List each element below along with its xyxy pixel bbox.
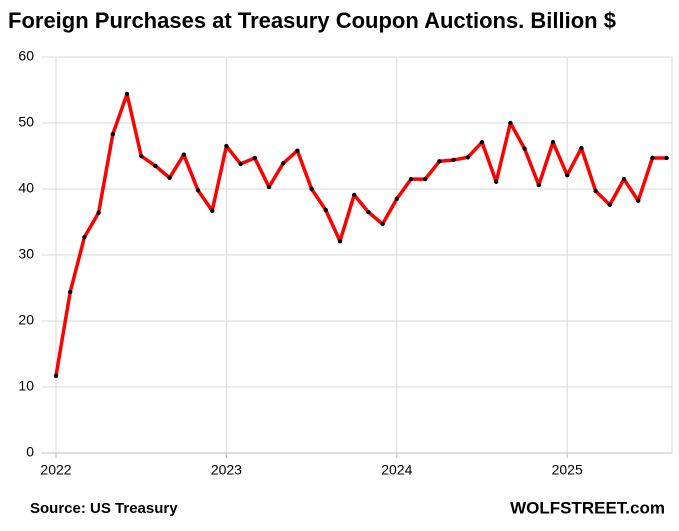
- point-marker: [153, 163, 158, 169]
- point-marker: [96, 210, 101, 215]
- y-tick-label: 10: [18, 378, 34, 394]
- point-marker: [423, 176, 428, 182]
- y-tick-label: 20: [18, 312, 34, 328]
- x-tick-label: 2024: [381, 462, 412, 478]
- point-marker: [323, 207, 328, 213]
- x-tick-label: 2022: [40, 462, 71, 478]
- point-marker: [494, 179, 499, 184]
- point-marker: [252, 155, 257, 161]
- point-marker: [210, 208, 215, 213]
- point-marker: [181, 152, 186, 157]
- point-marker: [53, 373, 59, 378]
- y-tick-label: 50: [18, 114, 34, 130]
- point-marker: [352, 192, 357, 198]
- point-marker: [536, 182, 541, 188]
- point-marker: [664, 155, 669, 161]
- point-marker: [650, 155, 655, 161]
- point-marker: [408, 176, 414, 182]
- point-marker: [195, 188, 201, 193]
- y-tick-label: 40: [18, 180, 34, 196]
- point-marker: [68, 289, 73, 295]
- point-marker: [508, 120, 513, 126]
- point-marker: [522, 146, 527, 151]
- point-marker: [451, 157, 456, 163]
- series-line: [54, 92, 667, 377]
- point-marker: [167, 175, 172, 180]
- point-marker: [238, 161, 243, 167]
- point-marker: [579, 145, 584, 151]
- point-marker: [565, 172, 570, 178]
- credit: WOLFSTREET.com: [510, 498, 665, 517]
- point-marker: [110, 132, 116, 137]
- point-marker: [550, 139, 556, 145]
- point-marker: [124, 91, 130, 97]
- y-tick-label: 30: [18, 246, 34, 262]
- point-marker: [636, 198, 641, 204]
- point-marker: [380, 221, 385, 227]
- point-marker: [593, 188, 598, 194]
- point-marker: [337, 238, 343, 244]
- point-marker: [309, 186, 314, 192]
- source: Source: US Treasury: [30, 500, 178, 517]
- point-marker: [82, 234, 87, 240]
- point-marker: [465, 155, 470, 160]
- x-tick-label: 2025: [552, 462, 583, 478]
- x-tick-label: 2023: [211, 462, 242, 478]
- point-marker: [621, 176, 627, 182]
- point-marker: [224, 143, 229, 149]
- point-marker: [266, 184, 272, 190]
- chart-title: Foreign Purchases at Treasury Coupon Auc…: [8, 8, 616, 33]
- point-marker: [295, 148, 300, 153]
- point-marker: [281, 161, 286, 166]
- point-marker: [139, 153, 144, 159]
- point-marker: [394, 196, 399, 202]
- point-marker: [437, 159, 442, 164]
- y-tick-label: 0: [26, 444, 34, 460]
- y-tick-label: 60: [18, 48, 34, 64]
- point-marker: [479, 139, 485, 145]
- point-marker: [366, 209, 371, 215]
- point-marker: [607, 202, 612, 208]
